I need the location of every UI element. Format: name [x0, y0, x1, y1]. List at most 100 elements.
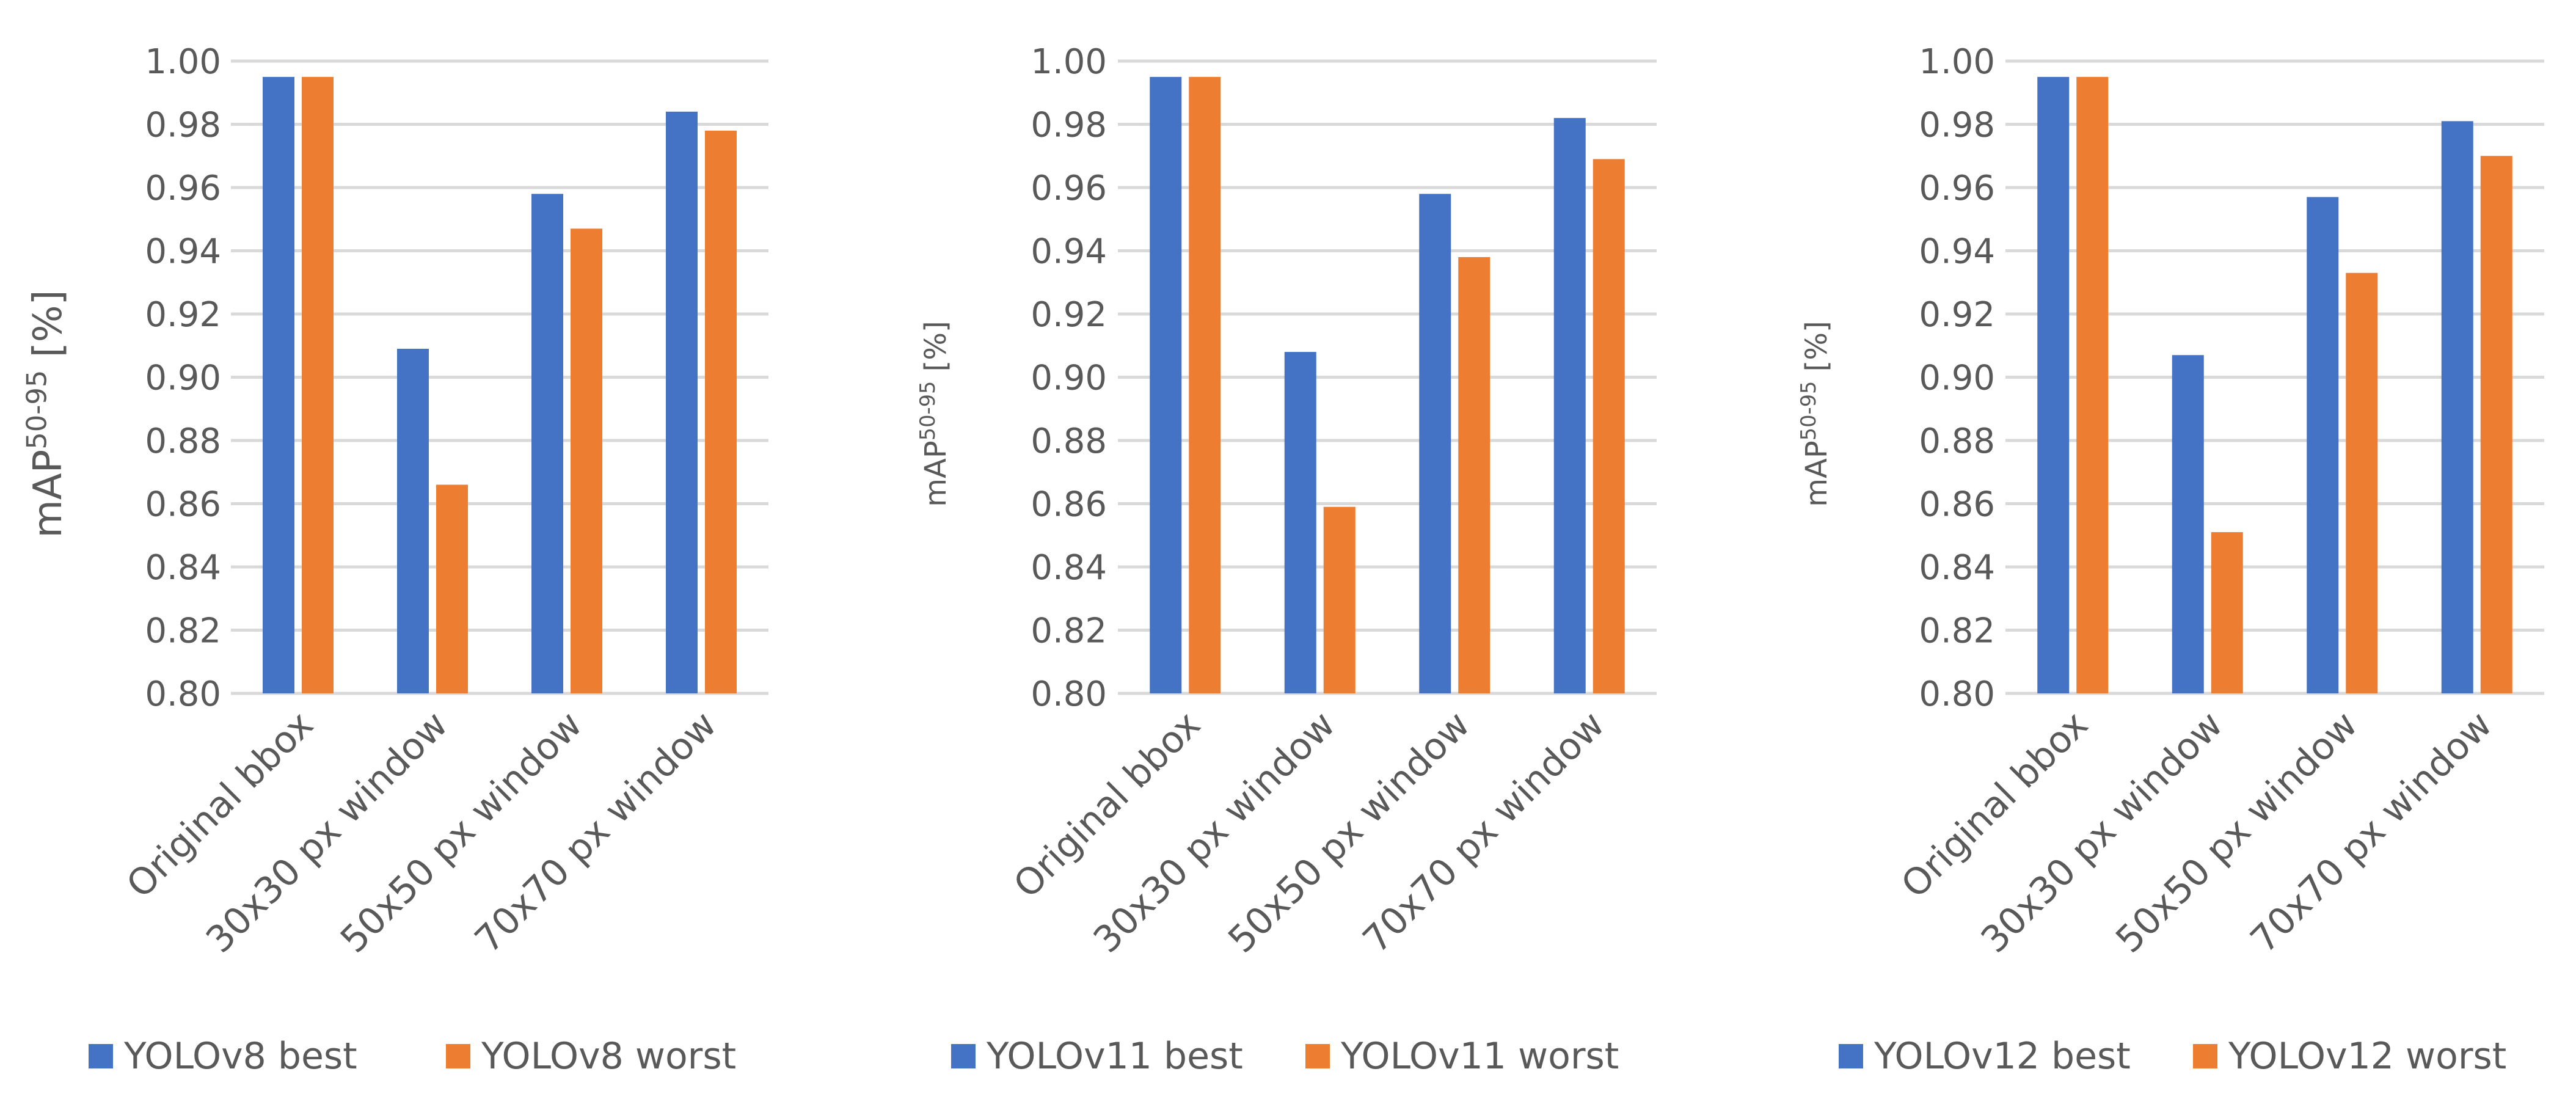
chart-panel-yolov12: 0.80 0.82 0.84 0.86 0.88 0.90 0.92 0.94 0.96 0.98… [1797, 42, 2544, 1078]
bar-worst [2346, 272, 2378, 694]
bar-worst [1458, 257, 1491, 694]
bar-worst [705, 130, 737, 694]
y-tick-label: 0.80 [145, 674, 221, 714]
bar-best [666, 111, 698, 694]
y-tick-label: 0.86 [145, 485, 221, 525]
bar-best [1553, 118, 1586, 693]
y-axis-label-unit: [%] [26, 290, 71, 370]
bar-best [1150, 76, 1182, 693]
y-tick-label: 0.86 [1919, 485, 1995, 525]
bar-worst [436, 484, 468, 693]
y-tick-label: 0.86 [1031, 485, 1107, 525]
legend-swatch [951, 1044, 976, 1068]
y-tick-label: 0.84 [1919, 548, 1995, 588]
x-category-label: 50x50 px window [2107, 703, 2366, 962]
y-tick-label: 0.96 [145, 169, 221, 208]
y-tick-label: 0.80 [1919, 674, 1995, 714]
y-tick-label: 0.82 [1031, 612, 1107, 651]
bar-best [531, 194, 563, 694]
bar-worst [571, 228, 602, 693]
bar-worst [302, 76, 334, 693]
y-tick-label: 0.96 [1919, 169, 1995, 208]
x-category-label: 30x30 px window [1085, 703, 1344, 962]
y-axis-label: mAP50-95 [%] [916, 321, 953, 506]
y-tick-label: 1.00 [145, 42, 221, 82]
bar-best [2307, 197, 2339, 693]
legend-label: YOLOv11 best [986, 1035, 1243, 1078]
legend-swatch [1305, 1044, 1330, 1068]
x-category-label: 30x30 px window [1973, 703, 2231, 962]
bars [263, 76, 737, 694]
x-category-label: 30x30 px window [198, 703, 456, 962]
y-tick-label: 0.84 [1031, 548, 1107, 588]
y-axis-label-superscript: 50-95 [21, 370, 53, 450]
legend-swatch [446, 1044, 470, 1068]
y-tick-label: 0.96 [1031, 169, 1107, 208]
y-tick-label: 0.90 [145, 359, 221, 398]
legend-swatch [89, 1044, 113, 1068]
y-axis-label-main: mAP [26, 450, 71, 538]
bar-worst [1189, 76, 1221, 693]
legend: YOLOv11 best YOLOv11 worst [951, 1035, 1619, 1078]
y-tick-label: 0.88 [1031, 422, 1107, 461]
bar-best [2037, 76, 2070, 693]
y-tick-label: 1.00 [1031, 42, 1107, 82]
bars [2037, 76, 2512, 694]
bar-best [263, 76, 294, 693]
bar-best [2172, 355, 2204, 693]
legend-swatch [2193, 1044, 2217, 1068]
x-category-label: 70x70 px window [467, 703, 725, 962]
legend-label: YOLOv11 worst [1340, 1035, 1619, 1078]
legend-label: YOLOv8 worst [481, 1035, 736, 1078]
bar-worst [1323, 506, 1356, 693]
legend-swatch [1839, 1044, 1863, 1068]
y-tick-label: 0.94 [145, 232, 221, 272]
bar-worst [2211, 532, 2243, 693]
legend: YOLOv8 best YOLOv8 worst [89, 1035, 736, 1078]
y-axis-label-main: mAP [919, 440, 953, 507]
legend-label: YOLOv12 best [1874, 1035, 2131, 1078]
bar-best [1284, 352, 1316, 693]
x-category-label: 50x50 px window [332, 703, 591, 962]
y-tick-label: 0.92 [1031, 295, 1107, 335]
bar-worst [2076, 76, 2109, 693]
bar-worst [2480, 156, 2512, 693]
legend-label: YOLOv12 worst [2228, 1035, 2506, 1078]
bar-best [397, 348, 429, 693]
x-category-label: 50x50 px window [1220, 703, 1478, 962]
y-axis-label: mAP50-95 [%] [1797, 321, 1834, 506]
legend: YOLOv12 best YOLOv12 worst [1839, 1035, 2506, 1078]
legend-label: YOLOv8 best [123, 1035, 357, 1078]
bar-worst [1593, 159, 1625, 693]
y-tick-label: 0.90 [1919, 359, 1995, 398]
y-tick-label: 0.98 [1031, 106, 1107, 145]
y-tick-label: 0.82 [145, 612, 221, 651]
x-category-label: 70x70 px window [1355, 703, 1613, 962]
y-tick-label: 1.00 [1919, 42, 1995, 82]
y-axis-label-superscript: 50-95 [916, 381, 940, 441]
y-axis-label-unit: [%] [1800, 321, 1834, 381]
y-tick-label: 0.98 [145, 106, 221, 145]
chart-panel-yolov11: 0.80 0.82 0.84 0.86 0.88 0.90 0.92 0.94 0.96 0.98… [916, 42, 1657, 1078]
y-axis-ticks: 0.80 0.82 0.84 0.86 0.88 0.90 0.92 0.94 0.96 0.98… [1031, 42, 1107, 714]
y-axis-ticks: 0.80 0.82 0.84 0.86 0.88 0.90 0.92 0.94 0.96 0.98… [145, 42, 221, 714]
y-tick-label: 0.88 [1919, 422, 1995, 461]
y-tick-label: 0.84 [145, 548, 221, 588]
y-tick-label: 0.94 [1031, 232, 1107, 272]
y-tick-label: 0.98 [1919, 106, 1995, 145]
y-tick-label: 0.80 [1031, 674, 1107, 714]
bars [1150, 76, 1625, 694]
y-axis-label-superscript: 50-95 [1797, 381, 1820, 441]
y-tick-label: 0.82 [1919, 612, 1995, 651]
y-axis-label: mAP50-95 [%] [21, 290, 71, 538]
bar-best [1419, 194, 1451, 694]
y-tick-label: 0.92 [1919, 295, 1995, 335]
bar-best [2441, 121, 2473, 693]
x-category-label: 70x70 px window [2242, 703, 2501, 962]
chart-panel-yolov8: 0.80 0.82 0.84 0.86 0.88 0.90 0.92 0.94 0.96 0.98… [21, 42, 768, 1078]
y-tick-label: 0.88 [145, 422, 221, 461]
y-tick-label: 0.94 [1919, 232, 1995, 272]
y-tick-label: 0.92 [145, 295, 221, 335]
y-axis-label-unit: [%] [919, 321, 953, 381]
